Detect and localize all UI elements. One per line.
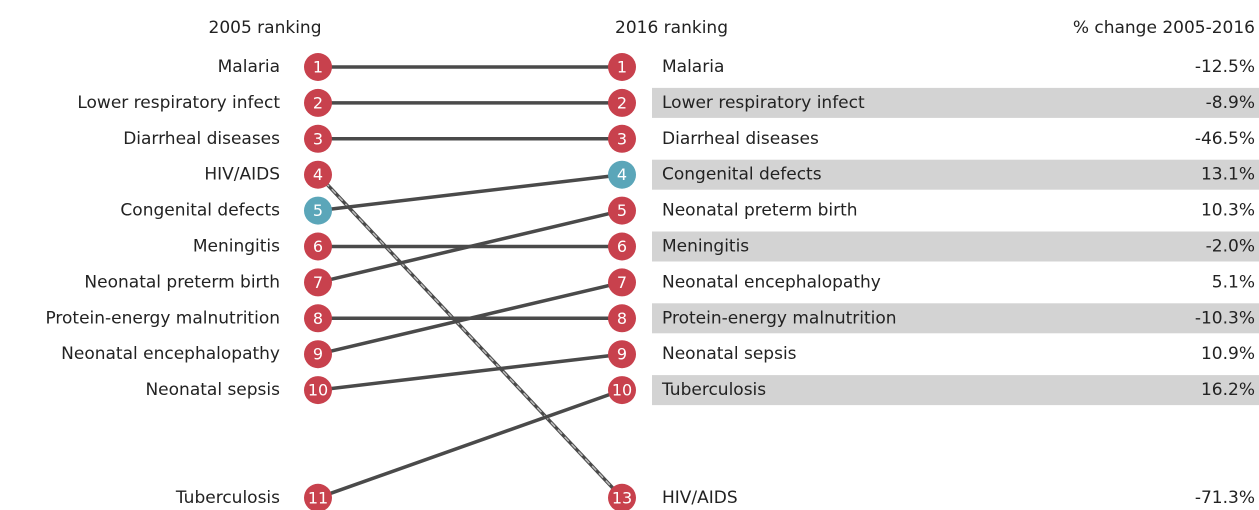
change-label: 10.9% bbox=[1201, 344, 1255, 364]
rank-circle bbox=[304, 124, 332, 153]
rank-circle bbox=[304, 483, 332, 510]
right-name: Meningitis bbox=[662, 237, 749, 257]
rank-number: 1 bbox=[617, 58, 627, 77]
rank-number: 8 bbox=[313, 309, 323, 328]
rank-number: 7 bbox=[313, 273, 323, 292]
rank-number: 10 bbox=[612, 381, 632, 400]
row-stripe bbox=[652, 87, 1259, 118]
rank-number: 3 bbox=[617, 129, 627, 148]
left-name: Neonatal sepsis bbox=[145, 380, 280, 400]
row-stripe bbox=[652, 303, 1259, 334]
rank-circle bbox=[304, 232, 332, 261]
rank-number: 2 bbox=[617, 93, 627, 112]
rank-number: 5 bbox=[313, 201, 323, 220]
rank-circle bbox=[608, 160, 636, 189]
rank-line bbox=[317, 208, 623, 285]
right-name: Malaria bbox=[662, 57, 724, 77]
rank-circle bbox=[304, 376, 332, 405]
rank-number: 6 bbox=[617, 237, 627, 256]
rank-number: 4 bbox=[313, 165, 323, 184]
right-name: Protein-energy malnutrition bbox=[662, 308, 897, 328]
rank-circle bbox=[304, 88, 332, 117]
rank-line bbox=[317, 352, 623, 392]
change-label: 10.3% bbox=[1201, 201, 1255, 221]
rank-number: 4 bbox=[617, 165, 627, 184]
rank-number: 11 bbox=[308, 488, 328, 507]
rank-line bbox=[317, 172, 623, 213]
row-stripe bbox=[652, 375, 1259, 406]
rank-circle bbox=[608, 196, 636, 225]
rank-circle bbox=[304, 53, 332, 81]
rank-circle bbox=[304, 196, 332, 225]
change-label: 13.1% bbox=[1201, 165, 1255, 185]
rank-line bbox=[317, 388, 623, 500]
change-label: -71.3% bbox=[1195, 488, 1255, 508]
change-label: -12.5% bbox=[1195, 57, 1255, 77]
rank-circle bbox=[304, 304, 332, 333]
rank-circle bbox=[304, 268, 332, 297]
rank-circle bbox=[608, 232, 636, 261]
rank-line-dash bbox=[317, 174, 623, 499]
change-label: 16.2% bbox=[1201, 380, 1255, 400]
row-stripe bbox=[652, 159, 1259, 190]
right-name: Diarrheal diseases bbox=[662, 129, 819, 149]
rank-number: 5 bbox=[617, 201, 627, 220]
change-label: -46.5% bbox=[1195, 129, 1255, 149]
right-name: HIV/AIDS bbox=[662, 488, 738, 508]
rank-number: 6 bbox=[313, 237, 323, 256]
right-name: Neonatal preterm birth bbox=[662, 201, 858, 221]
change-title: % change 2005-2016 bbox=[1073, 18, 1255, 38]
rank-circle bbox=[608, 376, 636, 405]
left-name: HIV/AIDS bbox=[204, 165, 280, 185]
left-title: 2005 ranking bbox=[209, 18, 322, 38]
right-name: Neonatal sepsis bbox=[662, 344, 797, 364]
rank-circle bbox=[304, 160, 332, 189]
left-name: Tuberculosis bbox=[175, 488, 280, 508]
rank-number: 3 bbox=[313, 129, 323, 148]
rank-circle bbox=[608, 124, 636, 153]
change-label: -8.9% bbox=[1206, 93, 1255, 113]
rank-number: 1 bbox=[313, 58, 323, 77]
left-name: Neonatal encephalopathy bbox=[61, 344, 280, 364]
left-name: Lower respiratory infect bbox=[77, 93, 280, 113]
change-label: 5.1% bbox=[1212, 272, 1255, 292]
rank-circle bbox=[608, 88, 636, 117]
left-name: Protein-energy malnutrition bbox=[45, 308, 280, 328]
left-name: Diarrheal diseases bbox=[123, 129, 280, 149]
row-stripe bbox=[652, 231, 1259, 262]
rank-circle bbox=[608, 304, 636, 333]
rank-circle bbox=[608, 483, 636, 510]
rank-circle bbox=[608, 340, 636, 369]
rank-number: 2 bbox=[313, 93, 323, 112]
right-title: 2016 ranking bbox=[615, 18, 728, 38]
rank-number: 9 bbox=[617, 345, 627, 364]
rank-circle bbox=[304, 340, 332, 369]
left-name: Malaria bbox=[218, 57, 280, 77]
right-name: Lower respiratory infect bbox=[662, 93, 865, 113]
rank-number: 8 bbox=[617, 309, 627, 328]
right-name: Neonatal encephalopathy bbox=[662, 272, 881, 292]
change-label: -10.3% bbox=[1195, 308, 1255, 328]
left-name: Meningitis bbox=[193, 237, 280, 257]
right-name: Congenital defects bbox=[662, 165, 822, 185]
rank-circle bbox=[608, 53, 636, 81]
right-name: Tuberculosis bbox=[661, 380, 766, 400]
rank-line bbox=[317, 280, 623, 356]
left-name: Neonatal preterm birth bbox=[84, 272, 280, 292]
left-name: Congenital defects bbox=[120, 201, 280, 221]
rank-number: 13 bbox=[612, 488, 632, 507]
change-label: -2.0% bbox=[1206, 237, 1255, 257]
rank-number: 9 bbox=[313, 345, 323, 364]
rank-number: 7 bbox=[617, 273, 627, 292]
rank-circle bbox=[608, 268, 636, 297]
rank-number: 10 bbox=[308, 381, 328, 400]
